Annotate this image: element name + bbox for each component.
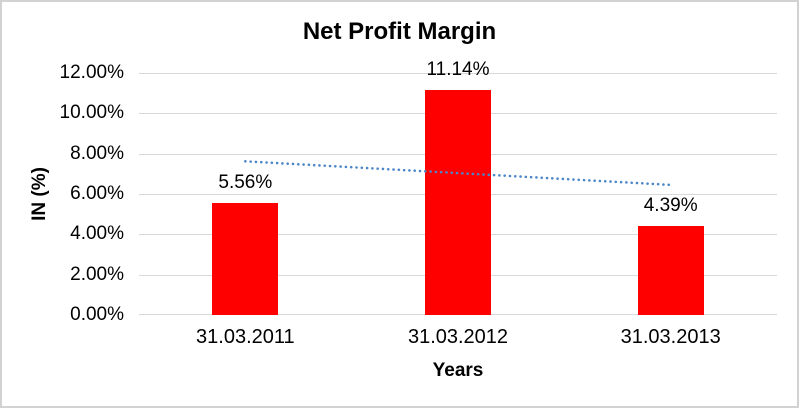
y-tick-label: 8.00% bbox=[70, 142, 124, 164]
gridline bbox=[139, 73, 777, 74]
x-tick-label: 31.03.2012 bbox=[407, 326, 509, 348]
x-tick-label: 31.03.2011 bbox=[196, 326, 295, 348]
y-axis-tick-labels: 0.00% 2.00% 4.00% 6.00% 8.00% 10.00% 12.00% bbox=[2, 62, 139, 325]
bar-31.03.2012 bbox=[425, 90, 491, 315]
bar-value-label: 11.14% bbox=[426, 59, 490, 81]
y-tick-label: 6.00% bbox=[70, 183, 124, 204]
y-tick-label: 4.00% bbox=[70, 223, 124, 245]
y-tick-label: 12.00% bbox=[59, 62, 124, 83]
bar-31.03.2013 bbox=[637, 226, 704, 315]
bar-value-label: 4.39% bbox=[643, 195, 698, 217]
y-tick-label: 0.00% bbox=[70, 304, 124, 325]
plot-area: 5.56% 11.14% 4.39% bbox=[139, 59, 777, 315]
y-tick-label: 2.00% bbox=[70, 263, 124, 285]
trendline bbox=[244, 160, 672, 187]
x-axis-title: Years bbox=[432, 360, 484, 381]
x-tick-label: 31.03.2013 bbox=[620, 326, 721, 348]
x-axis-tick-labels: 31.03.2011 31.03.2012 31.03.2013 bbox=[139, 326, 777, 352]
trendline-path bbox=[244, 160, 672, 187]
y-tick-label: 10.00% bbox=[59, 102, 124, 124]
bar-value-label: 5.56% bbox=[218, 171, 273, 193]
bar-31.03.2011 bbox=[212, 202, 279, 315]
chart-title: Net Profit Margin bbox=[302, 18, 497, 45]
